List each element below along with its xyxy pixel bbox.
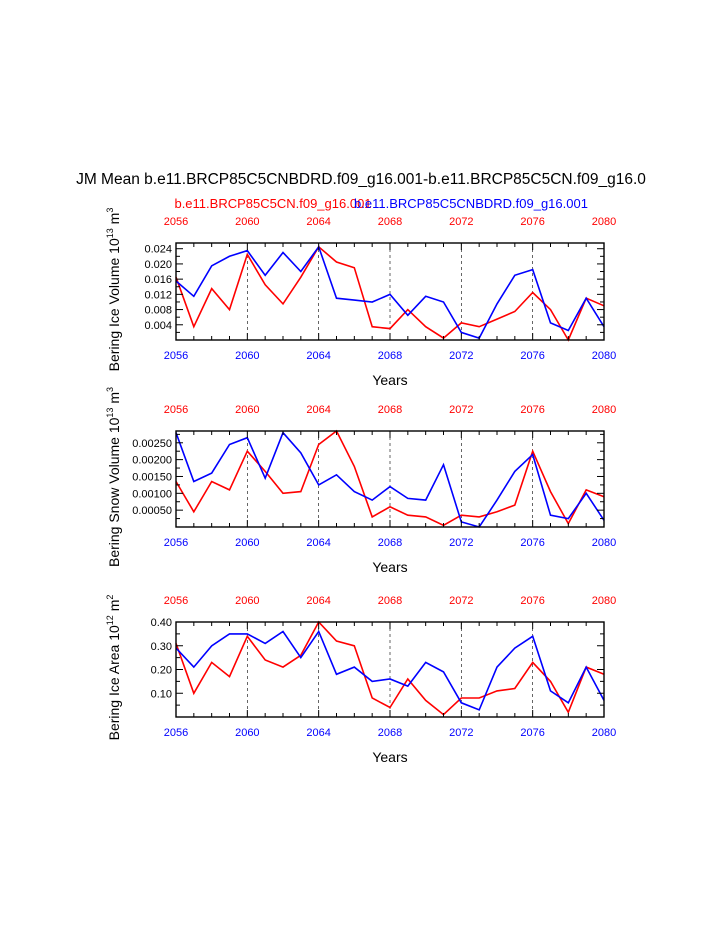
- x-axis-title: Years: [372, 372, 407, 388]
- y-tick-label: 0.020: [144, 259, 172, 271]
- x-tick-label-top: 2076: [520, 404, 544, 416]
- x-tick-label-top: 2072: [449, 404, 473, 416]
- y-tick-label: 0.004: [144, 320, 172, 332]
- x-tick-label-bottom: 2064: [306, 350, 330, 362]
- x-tick-label-bottom: 2076: [520, 727, 544, 739]
- x-tick-label-bottom: 2064: [306, 537, 330, 549]
- x-tick-label-top: 2064: [306, 404, 330, 416]
- y-tick-label: 0.024: [144, 244, 172, 256]
- y-tick-label: 0.30: [151, 641, 172, 653]
- legend-red-label: b.e11.BRCP85C5CN.f09_g16.001: [174, 196, 371, 211]
- series-line-red: [175, 245, 605, 342]
- main-title: JM Mean b.e11.BRCP85C5CNBDRD.f09_g16.001…: [76, 171, 646, 188]
- y-tick-label: 0.10: [151, 688, 172, 700]
- series-line-red: [175, 429, 605, 527]
- y-tick-label: 0.00050: [132, 505, 172, 517]
- y-tick-label: 0.008: [144, 305, 172, 317]
- x-tick-label-top: 2064: [306, 216, 330, 228]
- panel-1: 2056 2056 2060 2060 2064 2064 2068 2068 2072 2072…: [105, 208, 616, 388]
- y-tick-label: 0.012: [144, 289, 172, 301]
- y-tick-label: 0.00100: [132, 488, 172, 500]
- x-tick-label-bottom: 2076: [520, 537, 544, 549]
- panel-3: 2056 2056 2060 2060 2064 2064 2068 2068 2072 2072…: [105, 595, 616, 765]
- y-axis-title: Bering Ice Area 1012 m2: [105, 595, 122, 741]
- x-tick-label-top: 2056: [164, 404, 188, 416]
- y-tick-label: 0.00250: [132, 438, 172, 450]
- y-tick-label: 0.20: [151, 665, 172, 677]
- y-tick-label: 0.016: [144, 274, 172, 286]
- x-tick-label-bottom: 2060: [235, 537, 259, 549]
- y-axis-title: Bering Ice Volume 1013 m3: [105, 208, 122, 372]
- x-tick-label-bottom: 2068: [378, 727, 402, 739]
- x-axis-title: Years: [372, 559, 407, 575]
- x-tick-label-top: 2080: [592, 216, 616, 228]
- x-tick-label-top: 2076: [520, 216, 544, 228]
- x-tick-label-top: 2056: [164, 595, 188, 607]
- y-tick-label: 0.00200: [132, 455, 172, 467]
- x-tick-label-bottom: 2072: [449, 537, 473, 549]
- legend-blue-label: b.e11.BRCP85C5CNBDRD.f09_g16.001: [354, 196, 588, 211]
- series-line-blue: [175, 629, 605, 711]
- x-tick-label-bottom: 2072: [449, 727, 473, 739]
- x-tick-label-top: 2072: [449, 216, 473, 228]
- x-tick-label-bottom: 2080: [592, 350, 616, 362]
- y-tick-label: 0.40: [151, 617, 172, 629]
- x-tick-label-bottom: 2076: [520, 350, 544, 362]
- x-tick-label-bottom: 2060: [235, 350, 259, 362]
- x-tick-label-top: 2076: [520, 595, 544, 607]
- x-tick-label-bottom: 2068: [378, 350, 402, 362]
- y-tick-label: 0.00150: [132, 471, 172, 483]
- series-line-blue: [175, 245, 605, 340]
- x-tick-label-bottom: 2080: [592, 537, 616, 549]
- x-tick-label-top: 2060: [235, 595, 259, 607]
- x-tick-label-top: 2068: [378, 595, 402, 607]
- chart-panels: 2056 2056 2060 2060 2064 2064 2068 2068 2072 2072…: [105, 208, 616, 765]
- y-axis-title: Bering Snow Volume 1013 m3: [105, 387, 122, 567]
- x-tick-label-bottom: 2072: [449, 350, 473, 362]
- x-tick-label-bottom: 2056: [164, 350, 188, 362]
- x-tick-label-top: 2072: [449, 595, 473, 607]
- x-tick-label-top: 2068: [378, 216, 402, 228]
- x-tick-label-top: 2060: [235, 404, 259, 416]
- x-tick-label-bottom: 2056: [164, 727, 188, 739]
- x-tick-label-top: 2068: [378, 404, 402, 416]
- x-tick-label-bottom: 2060: [235, 727, 259, 739]
- x-tick-label-bottom: 2064: [306, 727, 330, 739]
- x-tick-label-top: 2080: [592, 595, 616, 607]
- x-tick-label-top: 2060: [235, 216, 259, 228]
- x-tick-label-top: 2080: [592, 404, 616, 416]
- x-axis-title: Years: [372, 749, 407, 765]
- x-tick-label-top: 2056: [164, 216, 188, 228]
- x-tick-label-bottom: 2056: [164, 537, 188, 549]
- panel-2: 2056 2056 2060 2060 2064 2064 2068 2068 2072 2072…: [105, 387, 616, 575]
- x-tick-label-bottom: 2080: [592, 727, 616, 739]
- x-tick-label-top: 2064: [306, 595, 330, 607]
- x-tick-label-bottom: 2068: [378, 537, 402, 549]
- series-line-red: [175, 620, 605, 716]
